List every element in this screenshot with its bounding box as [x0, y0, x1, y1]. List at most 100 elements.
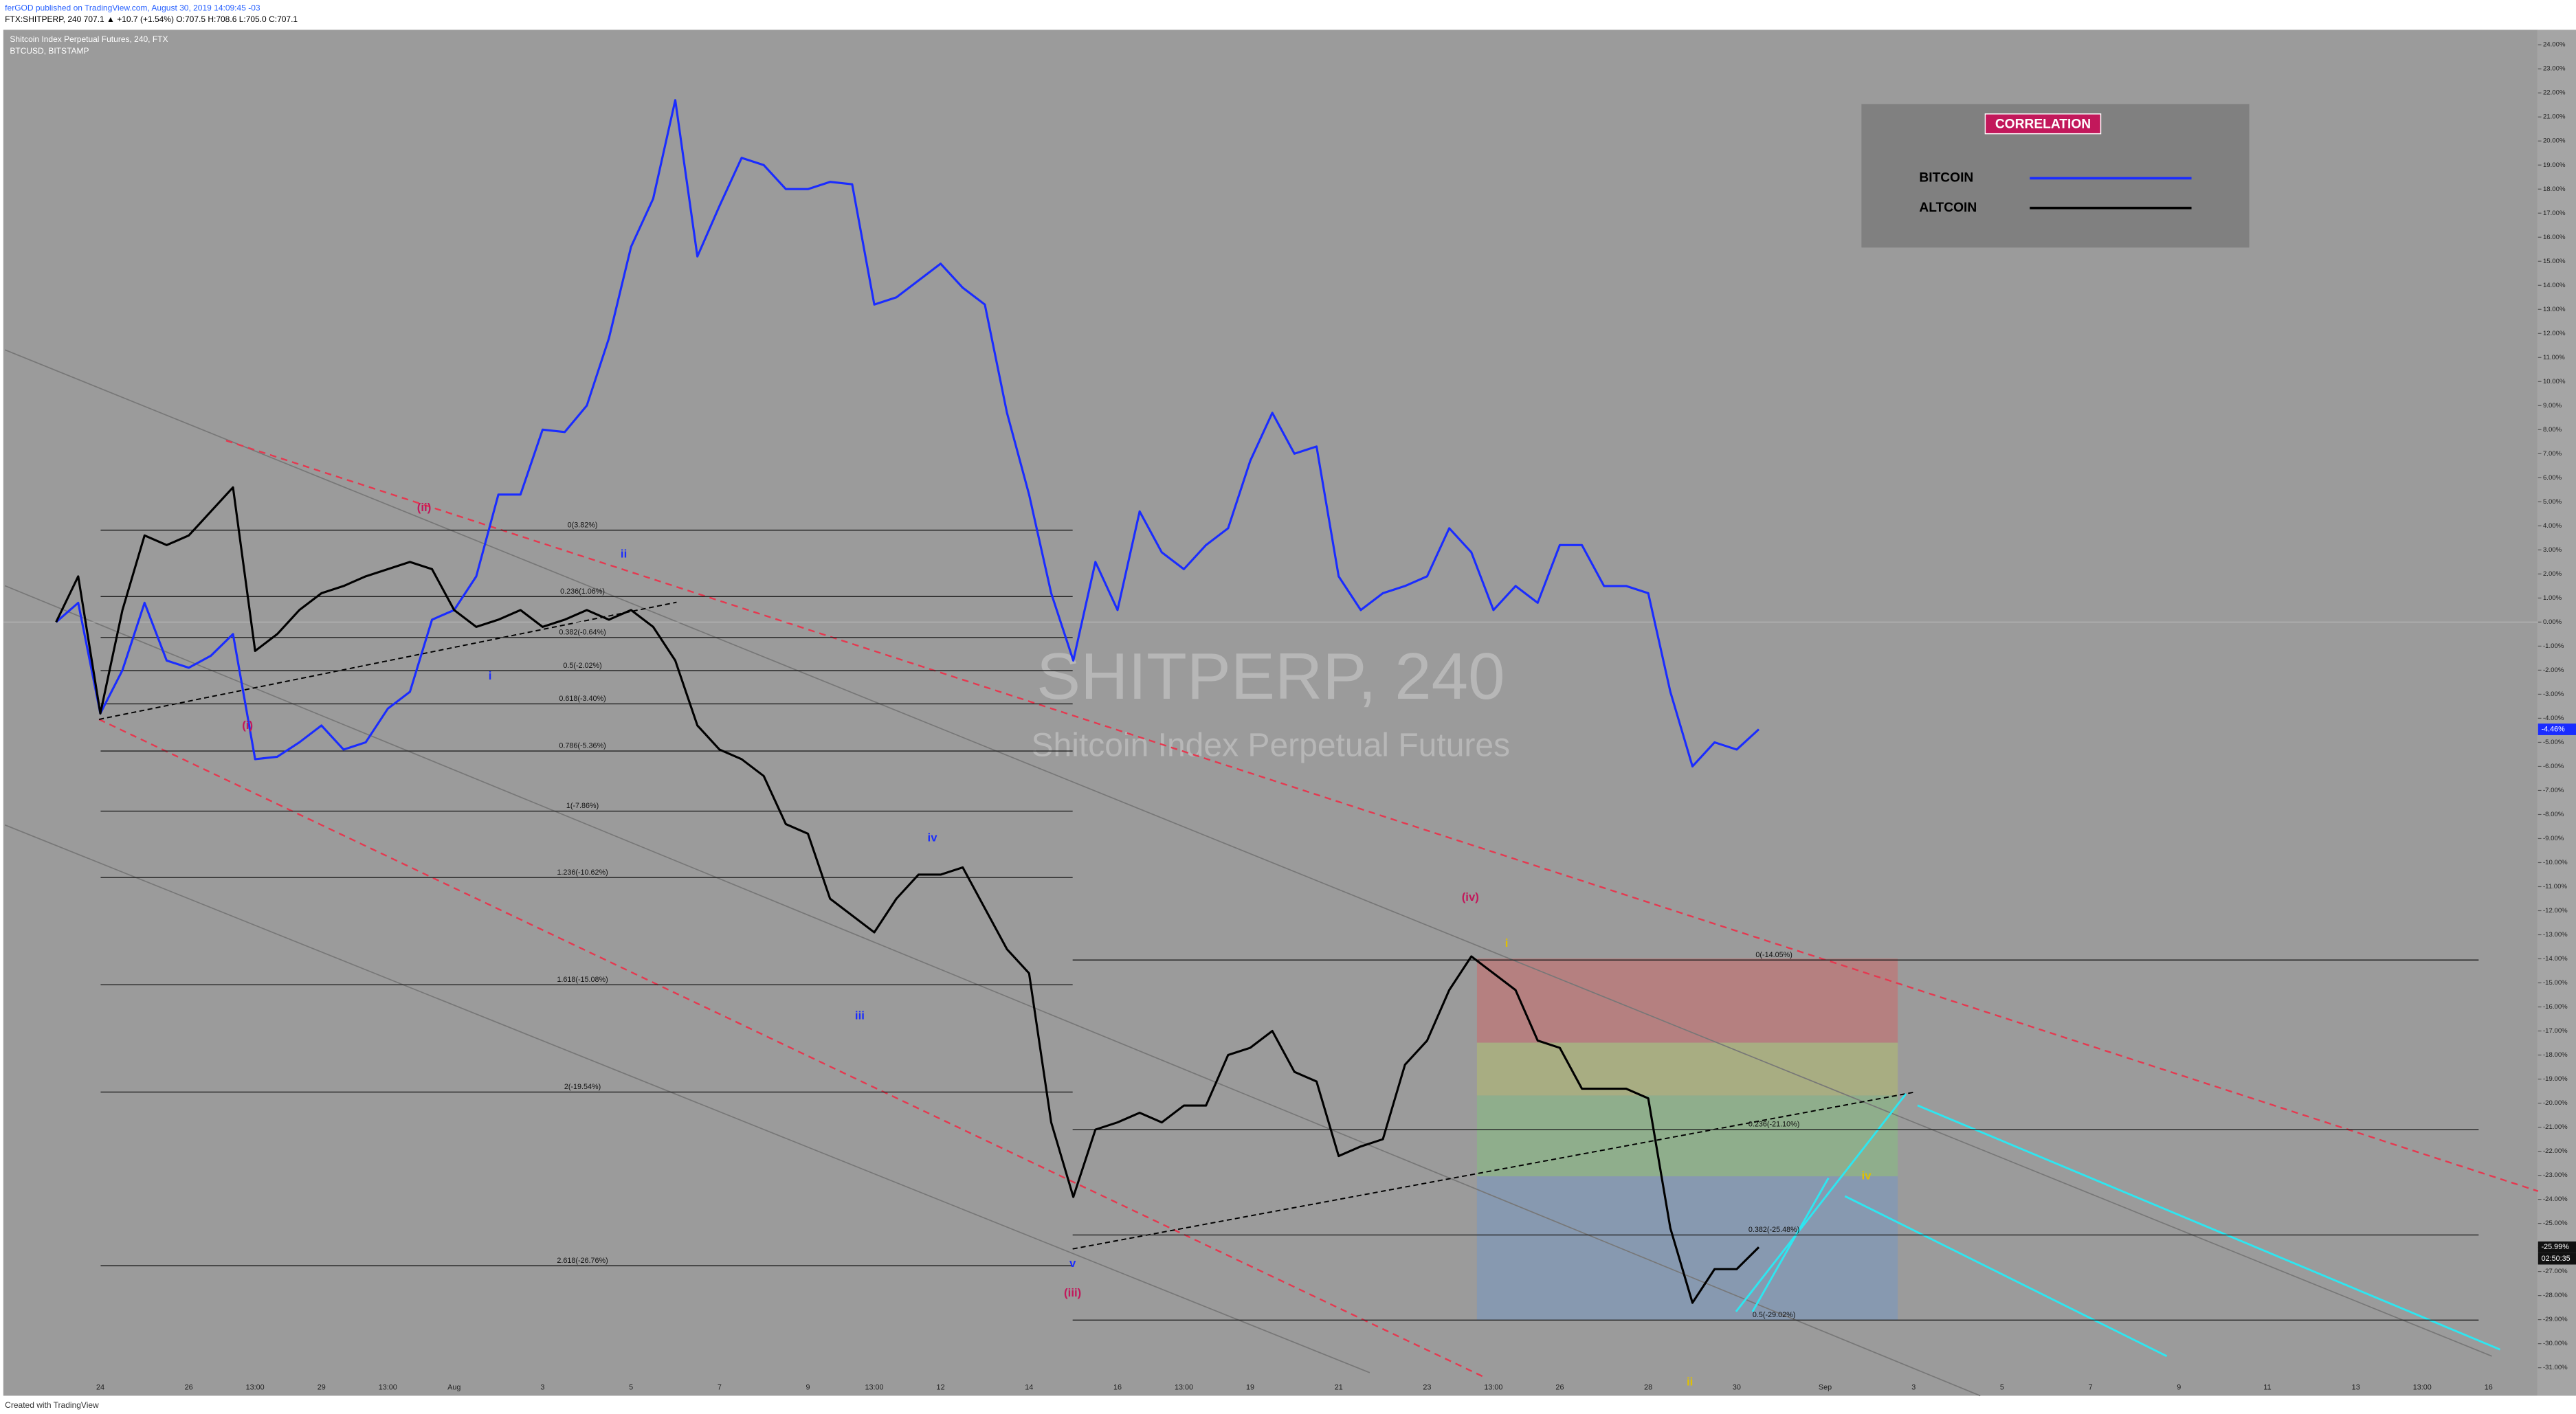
channel-dashed: [225, 440, 2539, 1192]
channel-line: [4, 349, 2492, 1357]
y-tick-label: 20.00%: [2543, 137, 2566, 145]
countdown-badge: [2538, 1253, 2576, 1265]
wave-label: i: [489, 669, 492, 682]
y-tick-label: -9.00%: [2543, 835, 2564, 842]
x-tick-label: 14: [1025, 1383, 1033, 1391]
x-tick-label: 13:00: [1175, 1383, 1193, 1391]
y-tick-label: -13.00%: [2543, 931, 2568, 939]
y-tick-label: -23.00%: [2543, 1171, 2568, 1179]
x-tick-label: 12: [937, 1383, 945, 1391]
fib-label: 1(-7.86%): [566, 802, 599, 810]
price-axis: [2538, 30, 2576, 1396]
x-tick-label: 19: [1246, 1383, 1254, 1391]
fib-label: 0.5(-29.02%): [1753, 1311, 1795, 1319]
y-tick-label: 7.00%: [2543, 450, 2562, 458]
y-tick-label: -4.00%: [2543, 715, 2564, 722]
y-tick-label: -20.00%: [2543, 1099, 2568, 1107]
fib-label: 0(-14.05%): [1755, 951, 1792, 959]
x-tick-label: 21: [1335, 1383, 1343, 1391]
y-tick-label: -5.00%: [2543, 739, 2564, 746]
series-line: [55, 99, 1760, 767]
wave-label: (i): [242, 719, 253, 732]
channel-dashed: [98, 718, 1486, 1379]
y-tick-label: 16.00%: [2543, 234, 2566, 241]
y-tick-label: -27.00%: [2543, 1268, 2568, 1275]
y-tick-label: -18.00%: [2543, 1051, 2568, 1059]
y-tick-label: 19.00%: [2543, 161, 2566, 169]
arrow: [1751, 1177, 1830, 1312]
x-tick-label: 26: [185, 1383, 193, 1391]
fib-label: 2(-19.54%): [564, 1083, 601, 1091]
x-tick-label: 13: [2352, 1383, 2360, 1391]
y-tick-label: 12.00%: [2543, 330, 2566, 337]
y-tick-label: 2.00%: [2543, 570, 2562, 578]
series-line: [55, 486, 1760, 1304]
watermark-subtitle: Shitcoin Index Perpetual Futures: [1031, 728, 1510, 764]
y-tick-label: 10.00%: [2543, 378, 2566, 385]
y-tick-label: -28.00%: [2543, 1292, 2568, 1299]
zone-yellow: [1476, 1042, 1898, 1096]
y-tick-label: -3.00%: [2543, 691, 2564, 698]
x-tick-label: 16: [1113, 1383, 1122, 1391]
legend-badge: [1984, 113, 2102, 135]
y-tick-label: -6.00%: [2543, 763, 2564, 770]
channel-line: [4, 585, 1981, 1397]
watermark-title: SHITPERP, 240: [1036, 640, 1504, 713]
y-tick-label: 17.00%: [2543, 210, 2566, 217]
y-tick-label: 15.00%: [2543, 258, 2566, 265]
x-tick-label: 30: [1733, 1383, 1741, 1391]
y-tick-label: 13.00%: [2543, 306, 2566, 313]
x-tick-label: 16: [2485, 1383, 2493, 1391]
y-tick-label: 4.00%: [2543, 522, 2562, 530]
y-tick-label: -21.00%: [2543, 1123, 2568, 1131]
y-tick-label: -25.00%: [2543, 1220, 2568, 1227]
wave-label: ii: [621, 547, 627, 560]
position-tool: [1476, 958, 1898, 1320]
x-tick-label: 9: [2177, 1383, 2181, 1391]
y-tick-label: 9.00%: [2543, 402, 2562, 409]
x-tick-label: 11: [2263, 1383, 2271, 1391]
x-tick-label: 26: [1555, 1383, 1564, 1391]
wave-label: (iv): [1462, 890, 1479, 904]
fib-label: 0.236(1.06%): [560, 587, 605, 596]
fib-label: 1.618(-15.08%): [557, 976, 608, 984]
legend-title: CORRELATION: [1995, 117, 2091, 132]
y-tick-label: -30.00%: [2543, 1340, 2568, 1347]
wave-label: iv: [1862, 1169, 1872, 1182]
x-tick-label: 23: [1423, 1383, 1431, 1391]
x-tick-label: 3: [540, 1383, 544, 1391]
channel-line: [4, 824, 1370, 1373]
fib-label: 0(3.82%): [568, 521, 598, 529]
y-tick-label: -15.00%: [2543, 979, 2568, 987]
y-tick-label: 11.00%: [2543, 354, 2565, 361]
y-tick-label: 0.00%: [2543, 618, 2562, 626]
arrow: [1917, 1104, 2501, 1351]
arrow: [1735, 1093, 1907, 1312]
x-tick-label: 9: [806, 1383, 810, 1391]
y-tick-label: -10.00%: [2543, 859, 2568, 866]
wave-label: (iii): [1064, 1286, 1081, 1299]
trend-dashed: [1072, 1091, 1915, 1250]
arrow: [1844, 1195, 2168, 1358]
price-badge: [2538, 723, 2576, 735]
publisher: ferGOD published on TradingView.com, Aug…: [5, 3, 260, 12]
countdown: 02:50:35: [2542, 1255, 2571, 1263]
wave-label: iii: [855, 1009, 865, 1022]
price-badge-label: -4.46%: [2542, 725, 2566, 733]
x-tick-label: Sep: [1819, 1383, 1832, 1391]
main-series-label: Shitcoin Index Perpetual Futures, 240, F…: [10, 34, 168, 44]
fib-label: 0.5(-2.02%): [563, 662, 601, 670]
overlay-series-label: BTCUSD, BITSTAMP: [10, 46, 89, 56]
y-tick-label: 3.00%: [2543, 546, 2562, 554]
y-tick-label: -11.00%: [2543, 883, 2567, 890]
x-tick-label: 13:00: [246, 1383, 265, 1391]
y-tick-label: 1.00%: [2543, 594, 2562, 602]
fib-label: 2.618(-26.76%): [557, 1257, 608, 1265]
legend-label: ALTCOIN: [1919, 201, 1977, 215]
zone-red: [1476, 958, 1898, 1043]
x-tick-label: 13:00: [1484, 1383, 1502, 1391]
y-tick-label: -1.00%: [2543, 642, 2564, 650]
price-badge-label: -25.99%: [2542, 1243, 2570, 1251]
x-tick-label: 28: [1644, 1383, 1652, 1391]
